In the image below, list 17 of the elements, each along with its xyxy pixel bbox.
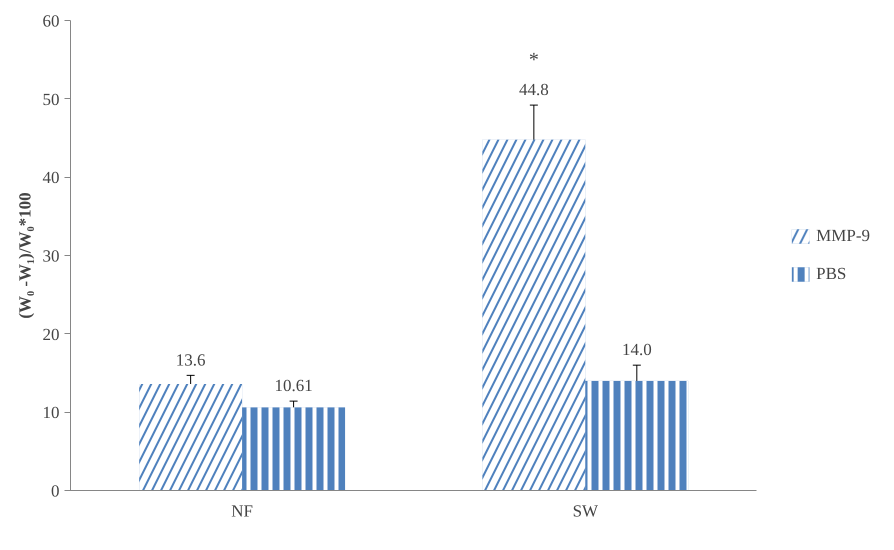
y-tick-label: 30 — [42, 246, 60, 266]
legend-label: MMP-9 — [816, 226, 870, 246]
legend-label: PBS — [816, 264, 846, 284]
y-tick-label: 60 — [42, 12, 60, 30]
data-label: 14.0 — [622, 340, 652, 360]
y-tick-label: 40 — [42, 168, 60, 188]
data-label: 10.61 — [274, 376, 313, 396]
data-label: 13.6 — [176, 350, 206, 370]
y-axis-title: (W₀ -W₁)/W₀*100 — [16, 192, 34, 319]
x-tick-label: NF — [231, 502, 253, 520]
annotation: * — [528, 49, 539, 72]
y-tick-label: 50 — [42, 90, 60, 109]
x-tick-label: SW — [572, 502, 600, 520]
y-tick-label: 0 — [51, 482, 60, 500]
y-tick-label: 20 — [42, 324, 60, 344]
y-tick-label: 10 — [42, 403, 60, 422]
data-label: 44.8 — [518, 80, 549, 100]
